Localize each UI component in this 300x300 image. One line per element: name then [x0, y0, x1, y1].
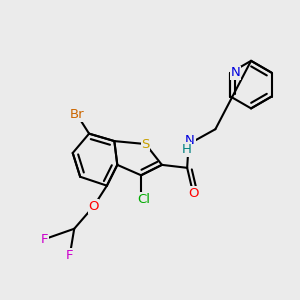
Text: O: O	[88, 200, 99, 213]
Text: S: S	[141, 138, 150, 151]
Text: H: H	[181, 143, 191, 156]
Text: F: F	[66, 249, 74, 262]
Text: O: O	[188, 187, 198, 200]
Text: N: N	[231, 66, 241, 79]
Text: F: F	[41, 233, 48, 246]
Text: Br: Br	[70, 108, 85, 122]
Text: Cl: Cl	[137, 193, 150, 206]
Text: N: N	[185, 134, 195, 147]
